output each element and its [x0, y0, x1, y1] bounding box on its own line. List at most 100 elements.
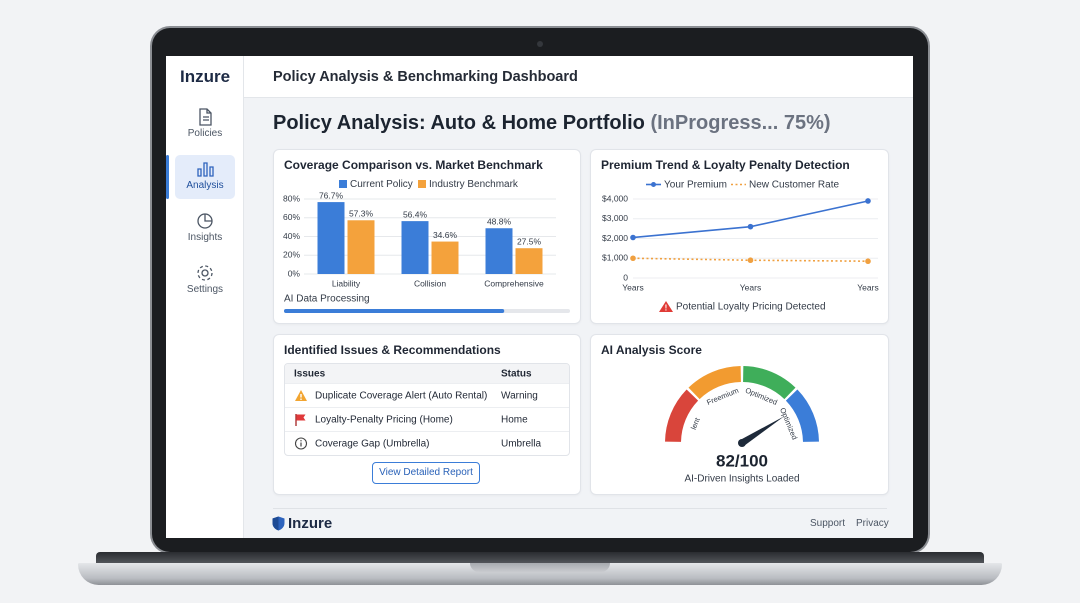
- score-value: 82/100: [716, 451, 768, 470]
- card: 0 $1,000 $2,000 $3,000 $4,000 Years Years Years…: [590, 149, 889, 324]
- view-report-button[interactable]: View Detailed Report: [372, 462, 480, 484]
- table-row[interactable]: Coverage Gap (Umbrella) Umbrella: [285, 431, 569, 455]
- issue-text: Duplicate Coverage Alert (Auto Rental): [315, 390, 488, 401]
- value-label: 48.8%: [487, 217, 512, 227]
- gauge-segment: [785, 389, 819, 443]
- warning-mark: !: [665, 304, 668, 313]
- nav-icon: [197, 162, 214, 177]
- nav-icon: [197, 265, 213, 281]
- score-caption: AI-Driven Insights Loaded: [684, 474, 799, 485]
- point: [865, 258, 871, 265]
- footer-link[interactable]: Privacy: [856, 518, 889, 529]
- shield-icon: [272, 516, 285, 531]
- card-title: Premium Trend & Loyalty Penalty Detectio…: [601, 158, 850, 172]
- warning-icon: [659, 301, 673, 312]
- value-label: 76.7%: [319, 190, 344, 200]
- gauge-segment: [688, 366, 742, 400]
- y-tick-label: 60%: [283, 212, 300, 222]
- card: lent Freemium Optimized Optimized 82/100 AI-D…: [590, 334, 889, 495]
- footer-link[interactable]: Support: [810, 518, 846, 529]
- legend-dot: [651, 182, 656, 187]
- page-title: Policy Analysis: Auto & Home Portfolio (…: [273, 112, 831, 135]
- issue-text: Coverage Gap (Umbrella): [315, 438, 430, 449]
- issue-status: Warning: [501, 390, 538, 401]
- line-chart: 0 $1,000 $2,000 $3,000 $4,000 Years Years Years…: [602, 180, 879, 313]
- table-row[interactable]: Duplicate Coverage Alert (Auto Rental) W…: [285, 383, 569, 407]
- sidebar: Inzure Policies Analysis Insights Settin…: [166, 56, 244, 538]
- nav-item[interactable]: Analysis: [175, 155, 235, 199]
- footer-divider: [273, 508, 887, 509]
- y-tick-label: 0: [623, 272, 628, 282]
- nav-label[interactable]: Analysis: [186, 180, 224, 191]
- laptop-base: [78, 563, 1002, 585]
- laptop-hinge: [96, 552, 984, 564]
- x-tick-label: Comprehensive: [484, 278, 544, 288]
- gauge-needle: [740, 416, 785, 446]
- nav-item[interactable]: Insights: [175, 207, 235, 251]
- point: [630, 234, 636, 241]
- nav-item[interactable]: Settings: [175, 259, 235, 303]
- y-tick-label: $3,000: [602, 213, 628, 223]
- column-header: Status: [501, 368, 532, 379]
- point: [630, 255, 636, 262]
- header-title: Policy Analysis & Benchmarking Dashboard: [273, 69, 578, 85]
- point: [747, 257, 754, 264]
- bar-chart: 0% 20% 40% 60% 80% Current Policy Industry Ben…: [283, 179, 570, 313]
- issues-table: Issues Status Duplicate Coverage Alert (…: [284, 363, 570, 456]
- table-header: Issues Status: [285, 364, 569, 383]
- issue-status: Home: [501, 414, 528, 425]
- footer-logo-text: Inzure: [288, 515, 333, 532]
- card: 0% 20% 40% 60% 80% Current Policy Industry Ben…: [273, 149, 581, 324]
- x-tick-label: Years: [622, 282, 643, 292]
- issue-text: Loyalty-Penalty Pricing (Home): [315, 414, 453, 425]
- value-label: 27.5%: [517, 236, 542, 246]
- x-tick-label: Liability: [332, 278, 361, 288]
- value-label: 56.4%: [403, 209, 428, 219]
- nav-label[interactable]: Policies: [187, 128, 223, 139]
- header: Policy Analysis & Benchmarking Dashboard: [244, 56, 913, 98]
- warning-icon: [295, 390, 307, 401]
- nav-label[interactable]: Insights: [187, 232, 223, 243]
- x-tick-label: Years: [857, 282, 878, 292]
- bar: [317, 202, 345, 274]
- y-tick-label: 0%: [288, 268, 301, 278]
- annotation: Potential Loyalty Pricing Detected: [676, 302, 826, 313]
- legend-swatch: [339, 180, 347, 188]
- nav-label[interactable]: Settings: [186, 284, 224, 295]
- bar: [347, 220, 375, 274]
- screen: Inzure Policies Analysis Insights Settin…: [166, 56, 913, 538]
- point: [865, 198, 871, 204]
- flag-icon: [295, 414, 306, 426]
- legend-label: New Customer Rate: [749, 180, 839, 191]
- bar: [515, 248, 543, 274]
- nav-item[interactable]: Policies: [175, 103, 235, 147]
- x-tick-label: Collision: [414, 278, 446, 288]
- issue-status: Umbrella: [501, 438, 542, 449]
- value-label: 34.6%: [433, 230, 458, 240]
- gauge-segment: [742, 366, 796, 400]
- y-tick-label: $4,000: [602, 193, 628, 203]
- logo[interactable]: Inzure: [180, 67, 231, 86]
- y-tick-label: 40%: [283, 231, 300, 241]
- needle-hub: [738, 439, 746, 447]
- card-title: Identified Issues & Recommendations: [284, 343, 501, 357]
- bar: [431, 241, 459, 274]
- page-status: (InProgress... 75%): [650, 112, 831, 134]
- y-tick-label: 80%: [283, 193, 300, 203]
- active-indicator: [166, 155, 169, 199]
- legend-label: Current Policy: [350, 179, 413, 190]
- card-title: AI Analysis Score: [601, 343, 702, 357]
- bar: [485, 228, 513, 274]
- y-tick-label: $1,000: [602, 253, 628, 263]
- footer-logo[interactable]: Inzure: [272, 515, 332, 532]
- table-row[interactable]: Loyalty-Penalty Pricing (Home) Home: [285, 407, 569, 431]
- nav-icon: [197, 213, 213, 229]
- y-tick-label: $2,000: [602, 233, 628, 243]
- camera: [537, 41, 543, 47]
- info-icon: [294, 437, 308, 450]
- progress-label: AI Data Processing: [284, 294, 370, 305]
